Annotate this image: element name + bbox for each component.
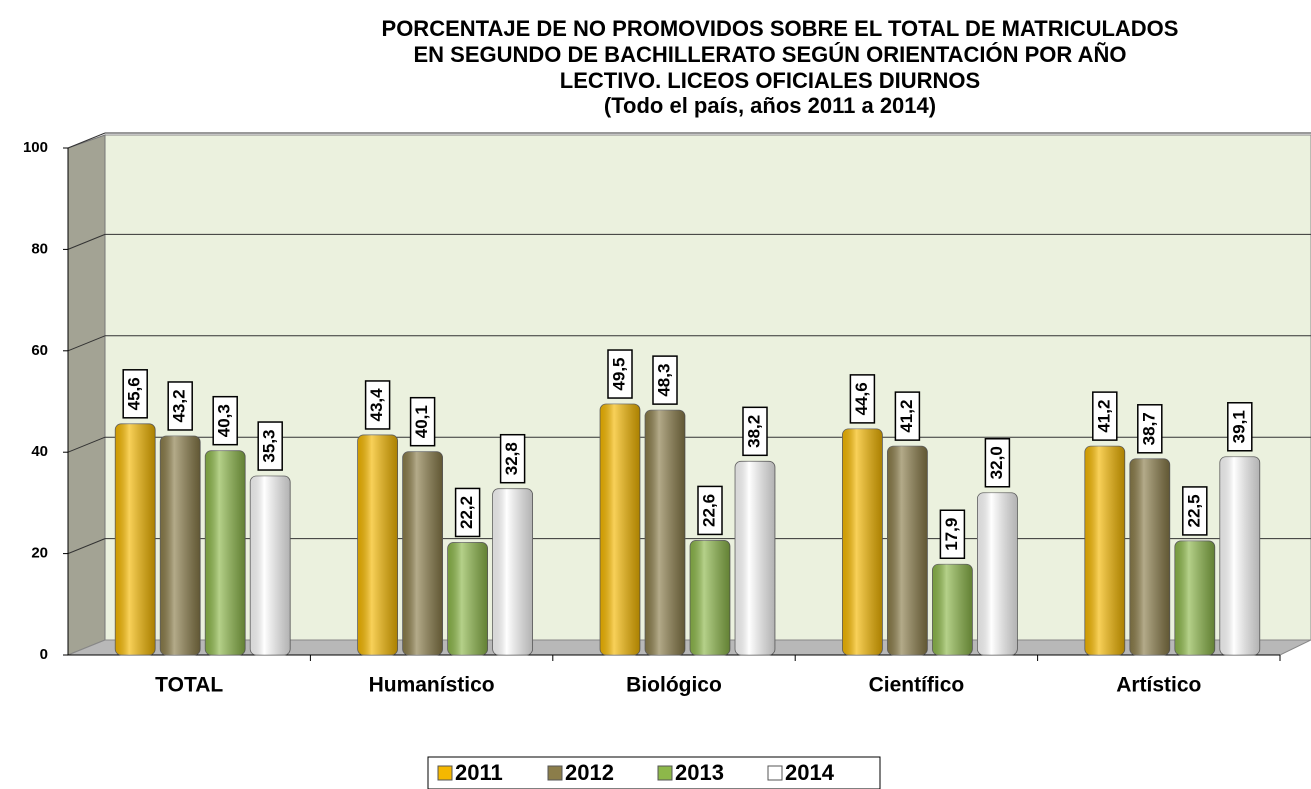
legend-label: 2012: [565, 760, 614, 785]
value-label: 38,7: [1139, 412, 1158, 445]
value-label: 45,6: [125, 377, 144, 410]
value-label: 32,0: [987, 446, 1006, 479]
y-tick-label: 80: [31, 240, 48, 257]
chart-title: EN SEGUNDO DE BACHILLERATO SEGÚN ORIENTA…: [413, 42, 1126, 67]
value-label-box: [652, 355, 678, 405]
grid-line: [67, 335, 106, 352]
x-tick-label: Artístico: [1116, 674, 1201, 697]
grid-line: [67, 233, 106, 250]
value-label-box: [409, 396, 436, 447]
value-label-box: [257, 421, 283, 471]
bar-shade: [842, 428, 883, 655]
value-label-box: [1092, 391, 1118, 441]
value-label-box: [364, 380, 391, 430]
value-label-box: [212, 395, 238, 446]
value-label: 43,4: [367, 388, 386, 422]
value-label-box: [167, 381, 193, 431]
value-label-box: [454, 487, 481, 538]
value-label-box: [1182, 486, 1208, 536]
legend-swatch: [547, 765, 563, 781]
bar-shade: [447, 542, 488, 655]
bar-shade: [1174, 540, 1215, 655]
bar-shade: [1084, 446, 1125, 655]
legend-swatch: [657, 765, 673, 781]
chart-title: PORCENTAJE DE NO PROMOVIDOS SOBRE EL TOT…: [382, 16, 1179, 41]
value-label-box: [939, 509, 966, 559]
chart-subtitle: (Todo el país, años 2011 a 2014): [604, 93, 936, 118]
bar-shade: [357, 434, 398, 655]
x-tick-label: Humanístico: [369, 674, 495, 697]
legend-label: 2011: [455, 760, 503, 785]
bar-shade: [160, 435, 201, 655]
bar-shade: [492, 488, 533, 655]
grid-line: [67, 538, 106, 555]
bar-shade: [690, 540, 730, 655]
value-label: 41,2: [1094, 400, 1113, 433]
legend-swatch: [437, 765, 453, 781]
value-label-box: [122, 369, 148, 419]
bar-shade: [735, 461, 775, 655]
value-label: 43,2: [170, 389, 189, 422]
value-label: 22,5: [1184, 494, 1203, 527]
bar-shade: [645, 410, 685, 655]
x-tick-label: Científico: [869, 674, 965, 697]
value-label: 32,8: [502, 442, 521, 475]
value-label: 17,9: [942, 518, 961, 551]
y-tick-label: 40: [31, 443, 48, 460]
value-label-box: [894, 391, 921, 441]
bar-shade: [1219, 456, 1260, 655]
bar-shade: [932, 564, 973, 655]
value-label: 22,6: [699, 494, 718, 527]
legend-box: [427, 756, 881, 789]
legend-label: 2013: [675, 760, 724, 785]
bar-shade: [115, 423, 156, 655]
value-label: 38,2: [744, 415, 763, 448]
value-label-box: [607, 349, 633, 399]
value-label-box: [697, 485, 723, 536]
value-label: 48,3: [654, 364, 673, 397]
y-tick-label: 100: [23, 139, 48, 156]
value-label-box: [499, 433, 526, 484]
y-tick-label: 0: [40, 646, 48, 663]
bar-shade: [402, 451, 443, 655]
value-label-box: [1137, 404, 1163, 454]
value-label: 22,2: [457, 496, 476, 529]
value-label: 39,1: [1229, 410, 1248, 443]
bar-shade: [887, 446, 928, 655]
bar-shade: [977, 492, 1018, 655]
bar-shade: [600, 404, 640, 655]
bar-shade: [250, 476, 291, 655]
y-tick-label: 60: [31, 342, 48, 359]
x-tick-label: Biológico: [626, 674, 722, 697]
legend-label: 2014: [785, 760, 835, 785]
value-label-box: [849, 374, 876, 424]
x-tick-label: TOTAL: [155, 674, 223, 697]
value-label: 44,6: [852, 382, 871, 415]
grid-line: [67, 436, 106, 453]
value-label: 40,1: [412, 405, 431, 438]
value-label-box: [1227, 402, 1253, 452]
value-label: 35,3: [260, 429, 279, 462]
value-label: 40,3: [215, 404, 234, 437]
grid-line: [67, 132, 106, 149]
bar-shade: [1129, 458, 1170, 655]
legend-swatch: [767, 765, 783, 781]
value-label: 49,5: [609, 357, 628, 390]
value-label-box: [742, 406, 768, 457]
value-label: 41,2: [897, 400, 916, 433]
value-label-box: [984, 438, 1011, 488]
y-tick-label: 20: [31, 545, 48, 562]
bar-shade: [205, 450, 246, 655]
side-wall: [67, 134, 106, 656]
chart-title: LECTIVO. LICEOS OFICIALES DIURNOS: [560, 68, 980, 93]
